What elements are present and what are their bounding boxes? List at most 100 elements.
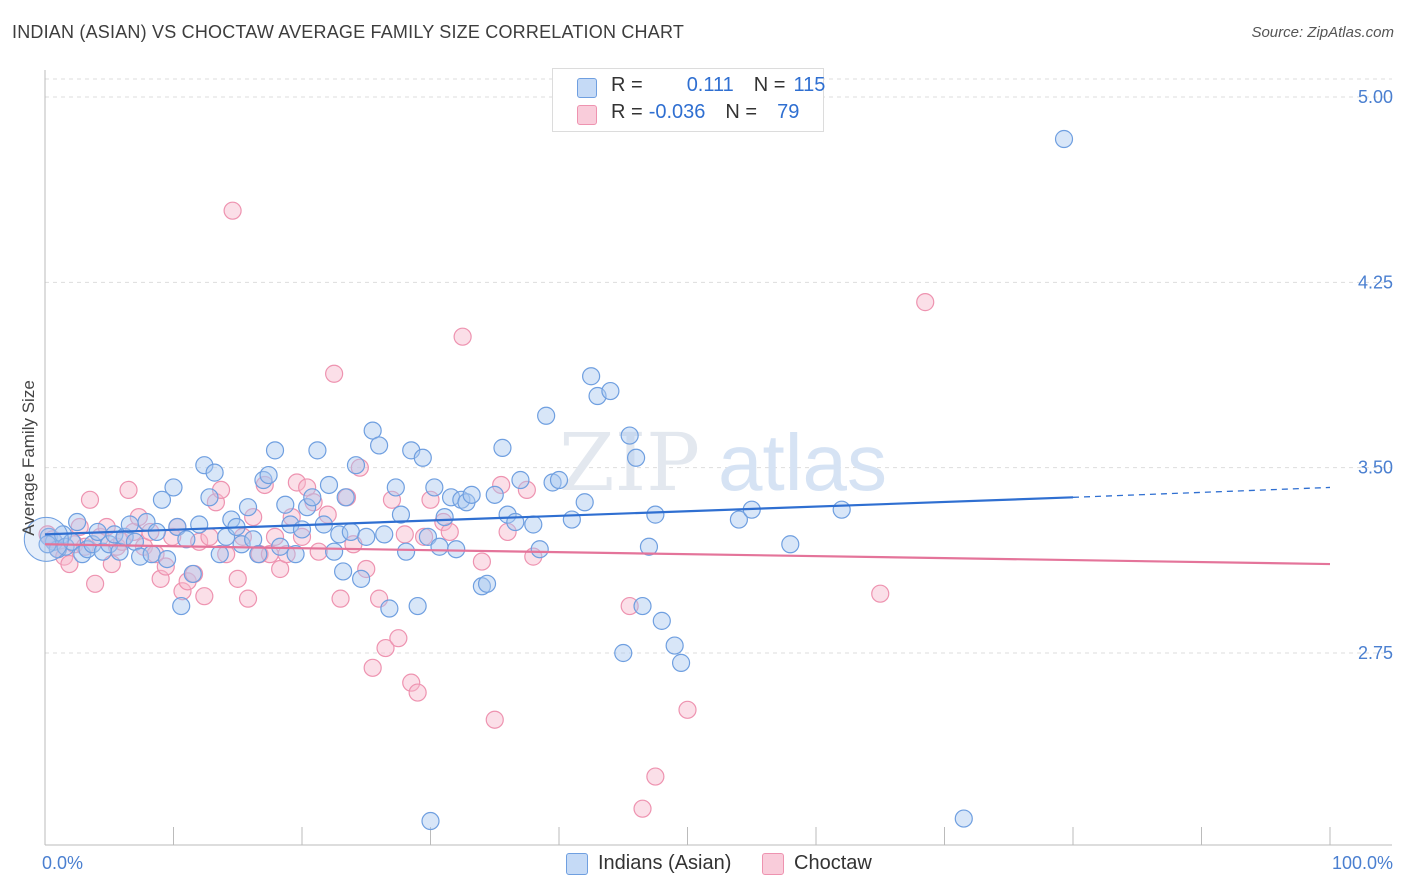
choctaw-point: [357, 559, 376, 579]
indians-asian-point: [205, 463, 224, 482]
indians-asian-point: [380, 599, 399, 618]
legend-row-indians: R = 0.111 N = 115: [577, 74, 825, 100]
indians-asian-point: [633, 596, 652, 616]
indians-asian-point: [418, 527, 438, 546]
choctaw-point: [389, 629, 408, 648]
choctaw-point: [244, 507, 263, 527]
indians-asian-point: [177, 530, 196, 549]
indians-asian-point: [336, 488, 355, 507]
choctaw-point: [916, 293, 935, 312]
legend-row-choctaw: R = -0.036 N = 79: [577, 101, 799, 127]
indians-asian-point: [493, 438, 512, 457]
x-tick-label-start: 0.0%: [42, 853, 83, 873]
choctaw-point: [620, 596, 639, 616]
indians-asian-point: [249, 545, 268, 564]
y-axis-label: Average Family Size: [19, 380, 38, 536]
legend-n-label: N =: [725, 101, 758, 123]
choctaw-point: [223, 201, 242, 220]
indians-asian-point: [334, 562, 353, 581]
legend-n-value: 115: [793, 74, 826, 96]
legend-n-value: 79: [777, 101, 800, 123]
indians-asian-point: [232, 535, 251, 554]
legend-label-choctaw: Choctaw: [794, 852, 872, 874]
source-label: Source: ZipAtlas.com: [1251, 24, 1394, 41]
indians-asian-point-cluster: [23, 516, 69, 562]
choctaw-point: [485, 710, 504, 729]
choctaw-point: [60, 554, 79, 574]
indians-asian-point: [157, 549, 177, 569]
indians-asian-point: [195, 456, 214, 475]
indians-asian-point: [413, 448, 432, 467]
indians-asian-point: [265, 441, 285, 460]
indians-asian-point: [164, 478, 183, 497]
indians-asian-point: [298, 498, 317, 517]
indians-asian-point: [330, 525, 349, 544]
choctaw-point: [70, 517, 89, 537]
indians-asian-point: [370, 436, 389, 455]
indians-asian-point: [238, 498, 258, 517]
indians-asian-point: [665, 636, 684, 655]
choctaw-point: [414, 527, 434, 546]
indians-asian-point: [152, 490, 172, 509]
indians-asian-trend-line: [44, 496, 1074, 536]
choctaw-point: [195, 587, 214, 606]
x-tick-label-end: 100.0%: [1332, 853, 1393, 873]
legend-label-indians: Indians (Asian): [598, 852, 732, 874]
indians-asian-point: [832, 500, 851, 519]
choctaw-point: [287, 473, 306, 492]
indians-asian-point: [254, 470, 273, 490]
indians-asian-point: [575, 493, 594, 512]
indians-asian-point: [620, 426, 639, 445]
y-tick-label: 5.00: [1358, 87, 1393, 107]
indians-asian-point: [646, 505, 665, 524]
indians-asian-point: [357, 527, 376, 546]
indians-asian-point: [200, 488, 219, 507]
choctaw-point: [517, 480, 536, 500]
choctaw-point: [238, 589, 258, 608]
choctaw-point: [492, 475, 511, 495]
choctaw-point: [86, 574, 105, 593]
indians-asian-point: [352, 569, 371, 588]
indians-asian-point: [562, 510, 581, 529]
indians-asian-point: [626, 448, 646, 467]
indians-asian-trend-extension: [1072, 486, 1331, 498]
choctaw-point: [309, 542, 328, 561]
indians-asian-point: [386, 478, 405, 497]
indians-asian-point: [524, 515, 543, 534]
indians-asian-point: [276, 495, 295, 514]
indians-asian-point: [447, 540, 466, 559]
indians-asian-point: [68, 512, 87, 532]
watermark-atlas: atlas: [718, 418, 887, 507]
axis-labels: 2.75 3.50 4.25 5.00 0.0% 100.0%: [42, 87, 1393, 873]
legend-r-value: -0.036: [648, 101, 706, 123]
indians-asian-point: [168, 517, 187, 537]
choctaw-point: [173, 582, 192, 601]
choctaw-point: [402, 673, 421, 692]
indians-asian-point: [1054, 129, 1074, 149]
indians-asian-point: [325, 542, 344, 561]
choctaw-point: [408, 683, 427, 702]
indians-asian-point: [130, 547, 150, 566]
indians-asian-point: [396, 542, 416, 561]
legend-swatch-blue: [566, 853, 588, 875]
legend-swatch-blue: [577, 78, 597, 98]
indians-asian-point: [319, 475, 339, 495]
indians-asian-point: [421, 811, 440, 831]
indians-asian-point: [582, 367, 601, 386]
indians-asian-point: [652, 611, 671, 630]
indians-asian-points: [23, 129, 1074, 831]
choctaw-point: [678, 700, 697, 719]
indians-asian-point: [190, 515, 209, 534]
choctaw-point: [119, 480, 138, 500]
choctaw-point: [453, 327, 472, 346]
choctaw-point: [646, 767, 665, 786]
indians-asian-point: [781, 535, 800, 554]
legend-swatch-pink: [762, 853, 784, 875]
choctaw-point: [325, 364, 344, 383]
indians-asian-point: [729, 510, 749, 529]
legend-swatch-pink: [577, 105, 597, 125]
indians-asian-point: [375, 525, 394, 544]
indians-asian-point: [639, 537, 659, 556]
legend-r-label: R =: [611, 74, 643, 96]
indians-asian-point: [549, 470, 569, 490]
